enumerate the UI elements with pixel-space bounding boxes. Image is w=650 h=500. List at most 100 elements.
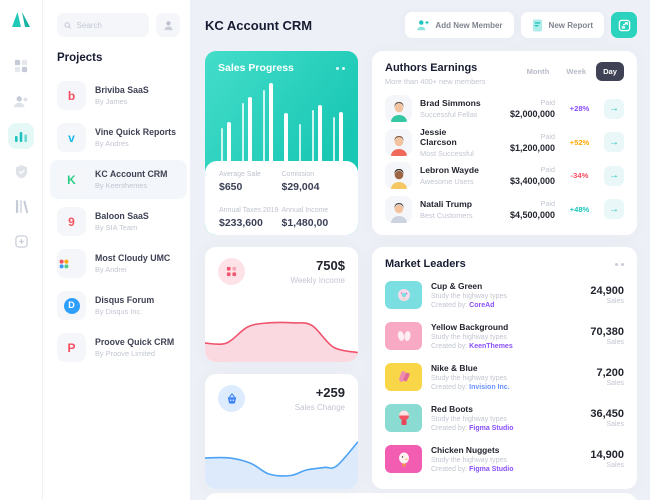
tab-month[interactable]: Month xyxy=(526,67,550,76)
project-item-vine[interactable]: v Vine Quick Reports By Andres xyxy=(50,118,187,157)
app-logo[interactable] xyxy=(10,11,32,33)
stat-annual-income: Annual Income $1,480,00 xyxy=(281,207,329,229)
sidebar-item-add-new[interactable] xyxy=(8,228,34,254)
sales-value: 14,900 xyxy=(590,448,624,461)
quick-chart-button[interactable] xyxy=(611,12,637,38)
percent-change: +48% xyxy=(569,204,590,214)
project-item-proove[interactable]: P Proove Quick CRM By Proove Limited xyxy=(50,328,187,367)
person-icon xyxy=(163,20,173,30)
main-content: KC Account CRM Add New Member xyxy=(190,0,650,500)
product-image xyxy=(385,280,422,309)
icon-rail xyxy=(0,0,43,500)
sidebar-item-dashboard[interactable] xyxy=(8,53,34,79)
project-name: KC Account CRM xyxy=(95,169,168,179)
author-group: Successful Fellas xyxy=(420,110,478,120)
product-image xyxy=(385,321,422,350)
paid-amount: $4,500,000 xyxy=(509,209,555,220)
search-icon xyxy=(64,21,72,29)
sales-label: Sales xyxy=(606,420,624,428)
project-owner: By Andrei xyxy=(95,265,127,274)
leader-row-cup-green: Cup & Green Study the highway types Crea… xyxy=(385,274,624,315)
dashboard-grid-icon xyxy=(14,59,28,73)
project-logo-most-cloudy xyxy=(57,249,86,278)
paid-amount: $2,000,000 xyxy=(509,109,555,120)
author-name: Brad Simmons xyxy=(420,98,481,109)
project-logo-briviba: b xyxy=(57,81,86,110)
product-title: Red Boots xyxy=(431,403,473,414)
author-row-lebron-wayde: Lebron Wayde Awesome Users Paid $3,400,0… xyxy=(385,159,624,193)
sidebar-item-library[interactable] xyxy=(8,193,34,219)
new-report-button[interactable]: New Report xyxy=(520,12,604,38)
shield-check-icon xyxy=(15,164,27,178)
project-name: Disqus Forum xyxy=(95,295,155,305)
leader-row-red-boots: Red Boots Study the highway types Create… xyxy=(385,397,624,438)
add-new-member-button[interactable]: Add New Member xyxy=(405,12,514,38)
sidebar-item-reports[interactable] xyxy=(8,123,34,149)
chart-arrow-icon xyxy=(618,19,630,31)
paid-label: Paid xyxy=(540,98,555,108)
basket-icon xyxy=(218,385,245,412)
product-title: Yellow Background xyxy=(431,321,509,332)
product-author[interactable]: Figma Studio xyxy=(469,424,514,432)
project-item-most-cloudy[interactable]: Most Cloudy UMC By Andrei xyxy=(50,244,187,283)
project-item-briviba[interactable]: b Briviba SaaS By James xyxy=(50,76,187,115)
product-title: Cup & Green xyxy=(431,280,483,291)
more-menu-icon[interactable] xyxy=(615,262,624,266)
tab-week[interactable]: Week xyxy=(566,67,587,76)
sales-value: 70,380 xyxy=(590,325,624,338)
author-row-brad-simmons: Brad Simmons Successful Fellas Paid $2,0… xyxy=(385,92,624,126)
paid-amount: $3,400,000 xyxy=(509,176,555,187)
product-author[interactable]: Invision Inc. xyxy=(469,383,510,391)
market-leaders-card: Market Leaders Cup & Green Study the hig… xyxy=(372,247,637,489)
sales-label: Sales xyxy=(606,297,624,305)
leader-row-nike-blue: Nike & Blue Study the highway types Crea… xyxy=(385,356,624,397)
author-name: Lebron Wayde xyxy=(420,165,479,176)
weekly-income-label: Weekly Income xyxy=(290,276,345,285)
sales-change-value: +259 xyxy=(315,385,345,400)
sales-progress-card: Sales Progress Average Sale $650 Comissi… xyxy=(205,51,358,235)
product-author[interactable]: KeenThemes xyxy=(469,342,513,350)
user-plus-icon xyxy=(417,20,430,31)
sales-change-chart xyxy=(205,435,358,489)
weekly-income-card: 750$ Weekly Income xyxy=(205,247,358,362)
project-item-disqus[interactable]: D Disqus Forum By Disqus Inc. xyxy=(50,286,187,325)
project-name: Briviba SaaS xyxy=(95,85,149,95)
project-name: Vine Quick Reports xyxy=(95,127,176,137)
sales-label: Sales xyxy=(606,379,624,387)
logo-mark-icon xyxy=(12,12,30,27)
avatar xyxy=(385,128,412,156)
search-input[interactable] xyxy=(76,20,142,30)
report-doc-icon xyxy=(532,19,542,31)
project-item-kc-account-crm[interactable]: K KC Account CRM By Keenthemes xyxy=(50,160,187,199)
sidebar-item-users[interactable] xyxy=(8,88,34,114)
more-menu-icon[interactable] xyxy=(336,66,345,70)
product-author[interactable]: CoreAd xyxy=(469,301,495,309)
percent-change: +52% xyxy=(569,137,590,147)
project-logo-disqus: D xyxy=(57,291,86,320)
sidebar-item-security[interactable] xyxy=(8,158,34,184)
users-icon xyxy=(13,95,28,107)
project-owner: By Disqus Inc. xyxy=(95,307,143,316)
product-author[interactable]: Figma Studio xyxy=(469,465,514,473)
author-name: Jessie Clarcson xyxy=(420,126,457,147)
row-arrow-button[interactable]: → xyxy=(604,165,624,186)
percent-change: +28% xyxy=(569,104,590,114)
author-row-jessie-clarcson: Jessie Clarcson Most Successful Paid $1,… xyxy=(385,126,624,160)
product-desc: Study the highway types xyxy=(431,456,507,464)
sales-change-card: +259 Sales Change xyxy=(205,374,358,489)
page-title: KC Account CRM xyxy=(205,17,313,33)
project-owner: By Keenthemes xyxy=(95,181,148,190)
project-logo-proove: P xyxy=(57,333,86,362)
row-arrow-button[interactable]: → xyxy=(604,98,624,119)
project-item-baloon[interactable]: 9 Baloon SaaS By SIA Team xyxy=(50,202,187,241)
plus-square-icon xyxy=(14,234,28,248)
product-desc: Study the highway types xyxy=(431,415,507,423)
row-arrow-button[interactable]: → xyxy=(604,132,624,153)
row-arrow-button[interactable]: → xyxy=(604,199,624,220)
profile-button[interactable] xyxy=(156,13,180,37)
search-box[interactable] xyxy=(57,13,149,37)
project-owner: By Proove Limited xyxy=(95,349,155,358)
weekly-income-chart xyxy=(205,308,358,362)
tab-day[interactable]: Day xyxy=(596,62,624,81)
author-name: Natali Trump xyxy=(420,198,473,209)
